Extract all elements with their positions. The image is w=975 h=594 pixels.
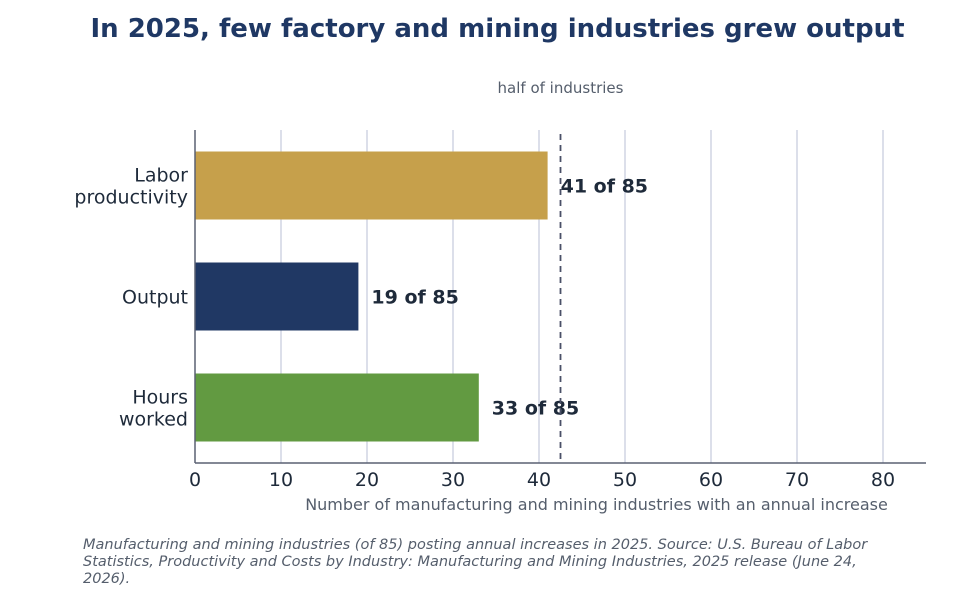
bar-0: [195, 151, 548, 220]
x-tick-label-80: 80: [871, 469, 895, 491]
x-tick-label-50: 50: [613, 469, 637, 491]
bar-2: [195, 373, 479, 442]
x-tick-label-60: 60: [699, 469, 723, 491]
x-tick-label-20: 20: [355, 469, 379, 491]
y-tick-label-0: Labor productivity: [74, 165, 188, 209]
bar-1: [195, 262, 359, 331]
x-tick-label-0: 0: [189, 469, 201, 491]
x-tick-label-10: 10: [269, 469, 293, 491]
x-tick-label-40: 40: [527, 469, 551, 491]
x-tick-label-70: 70: [785, 469, 809, 491]
chart-title: In 2025, few factory and mining industri…: [90, 14, 905, 44]
reference-line-label: half of industries: [498, 79, 624, 97]
data-label-0: 41 of 85: [561, 176, 648, 198]
y-tick-label-2: Hours worked: [119, 387, 188, 431]
x-axis-label: Number of manufacturing and mining indus…: [305, 495, 888, 514]
data-label-1: 19 of 85: [371, 287, 458, 309]
chart-caption: Manufacturing and mining industries (of …: [83, 537, 868, 587]
x-tick-label-30: 30: [441, 469, 465, 491]
data-label-2: 33 of 85: [492, 398, 579, 420]
y-tick-label-1: Output: [122, 287, 188, 309]
